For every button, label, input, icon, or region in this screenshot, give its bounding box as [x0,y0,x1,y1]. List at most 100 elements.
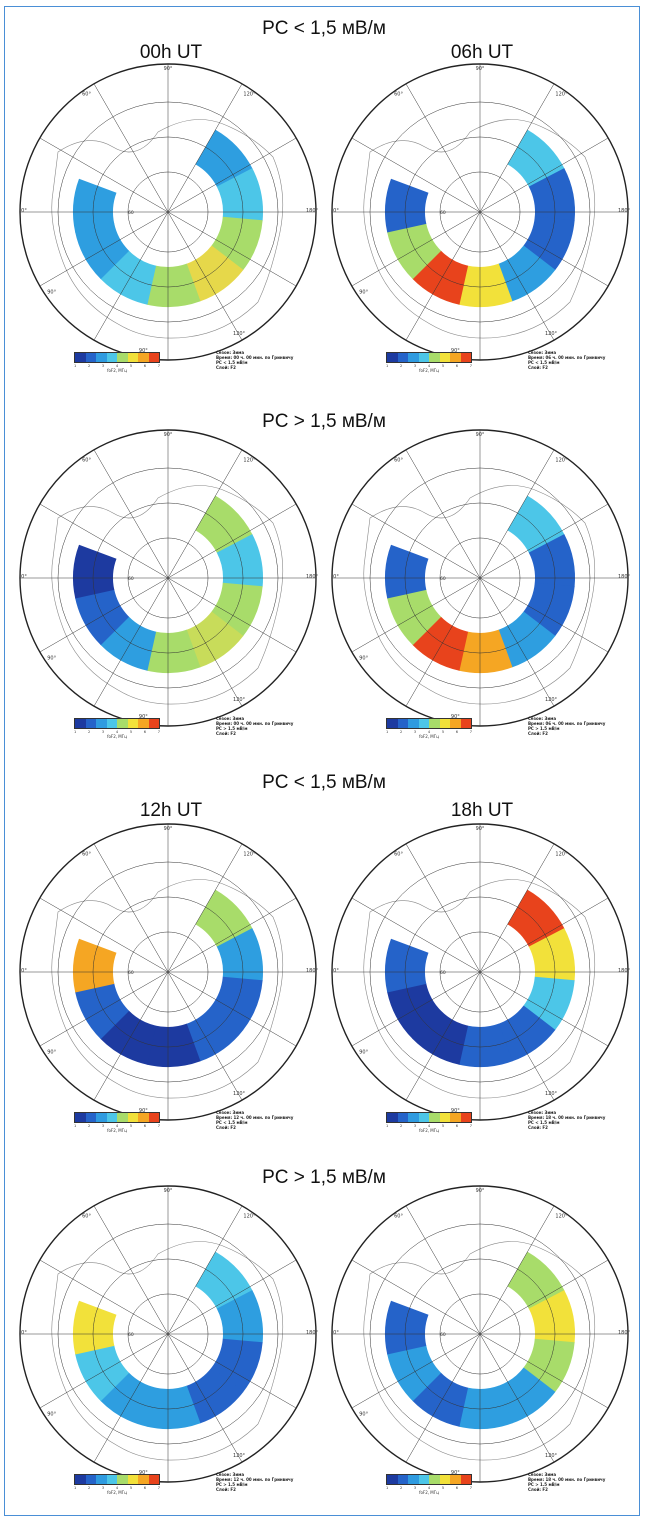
map-caption-line: PC < 1.5 мВ/м [528,360,560,365]
meridian-line [479,211,555,341]
axis-label-lower_left: 90° [47,289,56,295]
polar-map-7: 90° 60° 120° 0° 180° 90° 90° 120° 60 [19,1185,318,1483]
foF2-band-segment [75,1345,130,1402]
colorbar-swatch [85,1113,96,1122]
axis-label-right: 180° [306,1330,318,1336]
axis-label-right: 180° [618,574,630,580]
axis-label-lower_right: 120° [233,331,246,337]
colorbar-swatch [460,1475,471,1484]
meridian-line [479,577,609,653]
colorbar-label: foF2, МГц [419,368,439,373]
colorbar-tick: 1 [74,364,77,368]
axis-label-upper_right: 120° [243,92,256,98]
map-caption-line: Слой: F2 [216,1487,236,1492]
map-caption: Сезон: Зима Время: 12 ч. 00 мин. по Гринв… [216,1110,293,1130]
colorbar-swatch [439,719,450,728]
colorbar-swatch [127,1475,138,1484]
polar-map-8: 90° 60° 120° 0° 180° 90° 90° 120° 60 [331,1185,630,1483]
colorbar-swatch [397,1475,408,1484]
column-title-12h: 12h UT [139,800,203,821]
colorbar-ticks: 1 2 3 4 5 6 7 [74,1124,160,1128]
axis-label-inner: 60 [128,576,134,582]
colorbar-swatch [387,353,398,362]
colorbar-swatch [397,719,408,728]
map-caption-line: Слой: F2 [528,1125,548,1130]
colorbar-tick: 7 [157,730,160,734]
colorbar-swatch [96,353,107,362]
figure-frame [4,6,640,1516]
meridian-line [167,503,297,579]
colorbar-tick: 7 [469,364,472,368]
colorbar-tick: 1 [386,364,389,368]
colorbar-swatch [148,719,159,728]
colorbar-swatch [75,1475,86,1484]
axis-label-bottom: 90° [139,1470,148,1476]
colorbar-label: foF2, МГц [107,734,127,739]
colorbar-ticks: 1 2 3 4 5 6 7 [386,730,472,734]
colorbar-tick: 3 [413,1124,417,1128]
foF2-band-segment [385,544,429,599]
meridian-line [405,449,481,579]
colorbar-swatch [106,719,117,728]
colorbar-swatch [450,1113,461,1122]
map-caption-line: PC < 1.5 мВ/м [216,1120,248,1125]
colorbar-swatch [439,1475,450,1484]
meridian-line [39,1333,169,1409]
colorbar-tick: 3 [413,1486,417,1490]
colorbar-swatch [117,1113,128,1122]
meridian-line [167,211,243,341]
foF2-band-segment [412,1010,469,1065]
foF2-band-segment [528,1290,575,1344]
map-caption-line: Слой: F2 [528,1487,548,1492]
colorbar: 1 2 3 4 5 6 7 foF2, МГц [386,1474,472,1495]
foF2-band-segment [412,250,469,305]
meridian-line [167,1259,297,1335]
foF2-band-segment [412,616,469,671]
column-title-06h: 06h UT [450,42,514,63]
meridian-line [167,137,297,213]
meridian-line [39,211,169,287]
meridian-line [405,577,481,707]
polar-map-6: 90° 60° 120° 0° 180° 90° 90° 120° 60 [331,823,630,1121]
meridian-line [405,211,481,341]
map-caption-line: Сезон: Зима [528,350,557,355]
axis-label-upper_right: 120° [243,852,256,858]
colorbar-tick: 5 [129,1486,133,1490]
map-caption-line: PC > 1.5 мВ/м [216,726,248,731]
meridian-line [39,971,169,1047]
foF2-band-segment [216,928,263,982]
colorbar-tick: 6 [455,1486,458,1490]
axis-label-left: 0° [21,1330,27,1336]
axis-label-bottom: 90° [139,348,148,354]
meridian-line [479,971,609,1047]
axis-label-left: 0° [21,208,27,214]
colorbar-swatch [85,353,96,362]
colorbar: 1 2 3 4 5 6 7 foF2, МГц [74,718,160,739]
meridian-line [479,83,555,213]
colorbar-swatch [408,353,419,362]
meridian-line [167,577,297,653]
section-title-1: PC < 1,5 мВ/м [262,18,386,39]
colorbar-swatch [148,1475,159,1484]
meridian-line [351,1259,481,1335]
colorbar-tick: 4 [427,1486,431,1490]
meridian-line [167,1333,297,1409]
foF2-band-segment [211,216,263,271]
colorbar-tick: 5 [129,730,133,734]
colorbar-tick: 6 [143,730,146,734]
colorbar-swatch [117,1475,128,1484]
meridian-line [479,1259,609,1335]
colorbar-swatch [387,1113,398,1122]
meridian-line [479,1333,609,1409]
colorbar-tick: 5 [129,364,133,368]
meridian-line [167,971,297,1047]
axis-label-lower_right: 120° [233,697,246,703]
colorbar-tick: 7 [469,1124,472,1128]
meridian-line [479,1333,555,1463]
colorbar-ticks: 1 2 3 4 5 6 7 [386,1486,472,1490]
colorbar-tick: 5 [441,364,445,368]
foF2-band-segment [385,938,429,993]
foF2-band-segment [73,1300,117,1355]
map-caption-line: Сезон: Зима [528,1110,557,1115]
coastline [51,1241,284,1461]
